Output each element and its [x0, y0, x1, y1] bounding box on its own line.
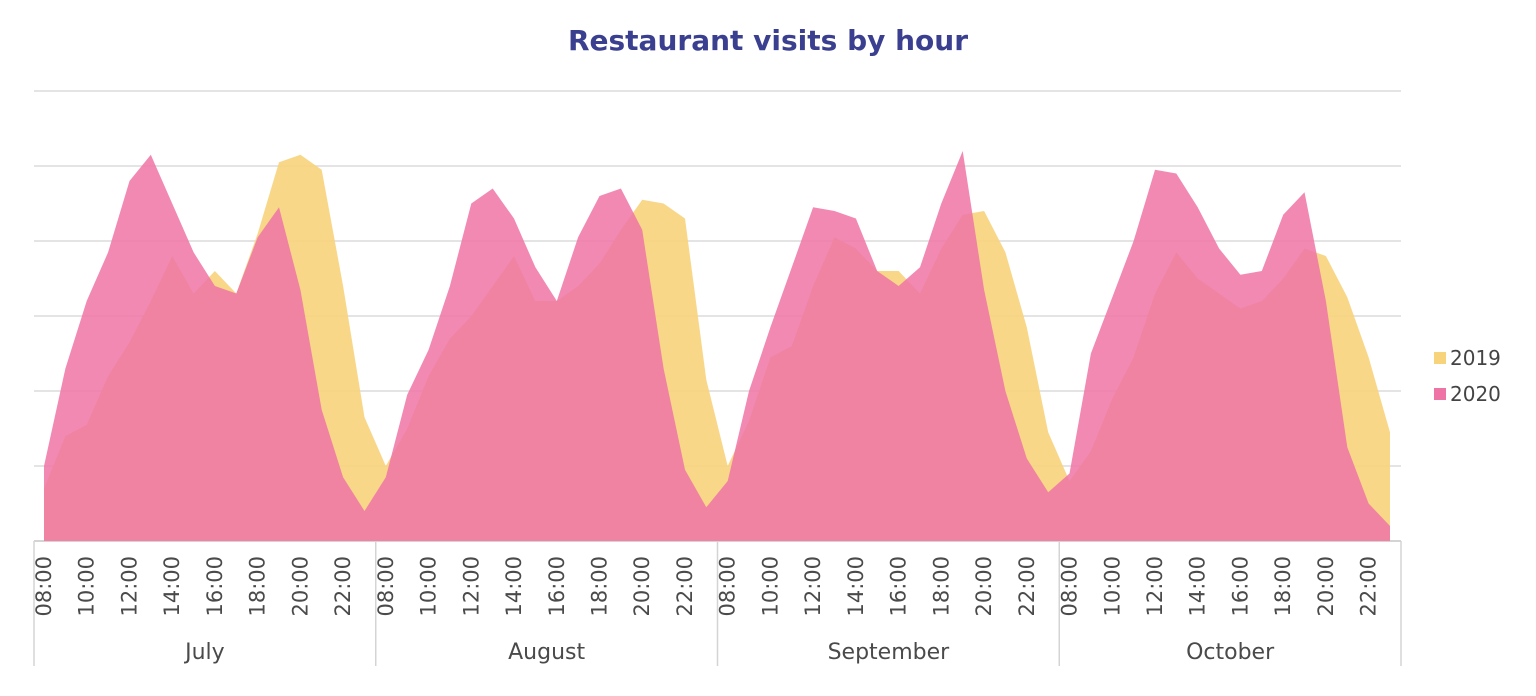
x-tick-label: 20:00 — [1314, 556, 1338, 617]
legend: 2019 2020 — [1434, 340, 1501, 412]
legend-swatch-2019 — [1434, 352, 1446, 364]
x-tick-label: 10:00 — [417, 556, 441, 617]
x-tick-label: 14:00 — [1186, 556, 1210, 617]
legend-item-2019[interactable]: 2019 — [1434, 340, 1501, 376]
area-series-2019 — [44, 154, 1390, 542]
x-tick-label: 10:00 — [758, 556, 782, 617]
x-axis: July 08:00 10:00 12:00 14:00 16:00 18:00 20:00 2… — [32, 541, 1402, 666]
x-tick-label: 20:00 — [972, 556, 996, 617]
x-tick-label: 14:00 — [160, 556, 184, 617]
x-tick-label: 22:00 — [1357, 556, 1381, 617]
x-tick-label: 22:00 — [1015, 556, 1039, 617]
x-tick-label: 22:00 — [331, 556, 355, 617]
area-series-layer — [44, 151, 1390, 542]
x-tick-label: 08:00 — [716, 556, 740, 617]
x-tick-label: 08:00 — [32, 556, 56, 617]
legend-item-2020[interactable]: 2020 — [1434, 376, 1501, 412]
x-tick-label: 20:00 — [630, 556, 654, 617]
x-tick-label: 14:00 — [502, 556, 526, 617]
x-tick-label: 18:00 — [588, 556, 612, 617]
x-tick-label: 10:00 — [1100, 556, 1124, 617]
legend-label-2019: 2019 — [1450, 346, 1501, 370]
x-tick-label: 16:00 — [545, 556, 569, 617]
x-tick-label: 16:00 — [203, 556, 227, 617]
area-series-2020 — [44, 151, 1390, 541]
x-tick-label: 16:00 — [887, 556, 911, 617]
month-label-july: July — [183, 640, 225, 665]
x-tick-label: 12:00 — [459, 556, 483, 617]
x-tick-label: 12:00 — [1143, 556, 1167, 617]
x-tick-label: 08:00 — [374, 556, 398, 617]
x-tick-label: 12:00 — [801, 556, 825, 617]
x-tick-label: 18:00 — [929, 556, 953, 617]
month-label-august: August — [508, 640, 585, 665]
x-tick-label: 18:00 — [246, 556, 270, 617]
x-tick-label: 18:00 — [1271, 556, 1295, 617]
chart-title: Restaurant visits by hour — [567, 24, 969, 57]
legend-label-2020: 2020 — [1450, 382, 1501, 406]
month-label-october: October — [1186, 640, 1275, 665]
x-tick-label: 16:00 — [1228, 556, 1252, 617]
x-tick-label: 14:00 — [844, 556, 868, 617]
month-label-september: September — [828, 640, 951, 665]
x-tick-label: 20:00 — [288, 556, 312, 617]
x-tick-label: 22:00 — [673, 556, 697, 617]
x-tick-label: 10:00 — [75, 556, 99, 617]
legend-swatch-2020 — [1434, 388, 1446, 400]
x-tick-label: 12:00 — [118, 556, 142, 617]
x-tick-label: 08:00 — [1058, 556, 1082, 617]
